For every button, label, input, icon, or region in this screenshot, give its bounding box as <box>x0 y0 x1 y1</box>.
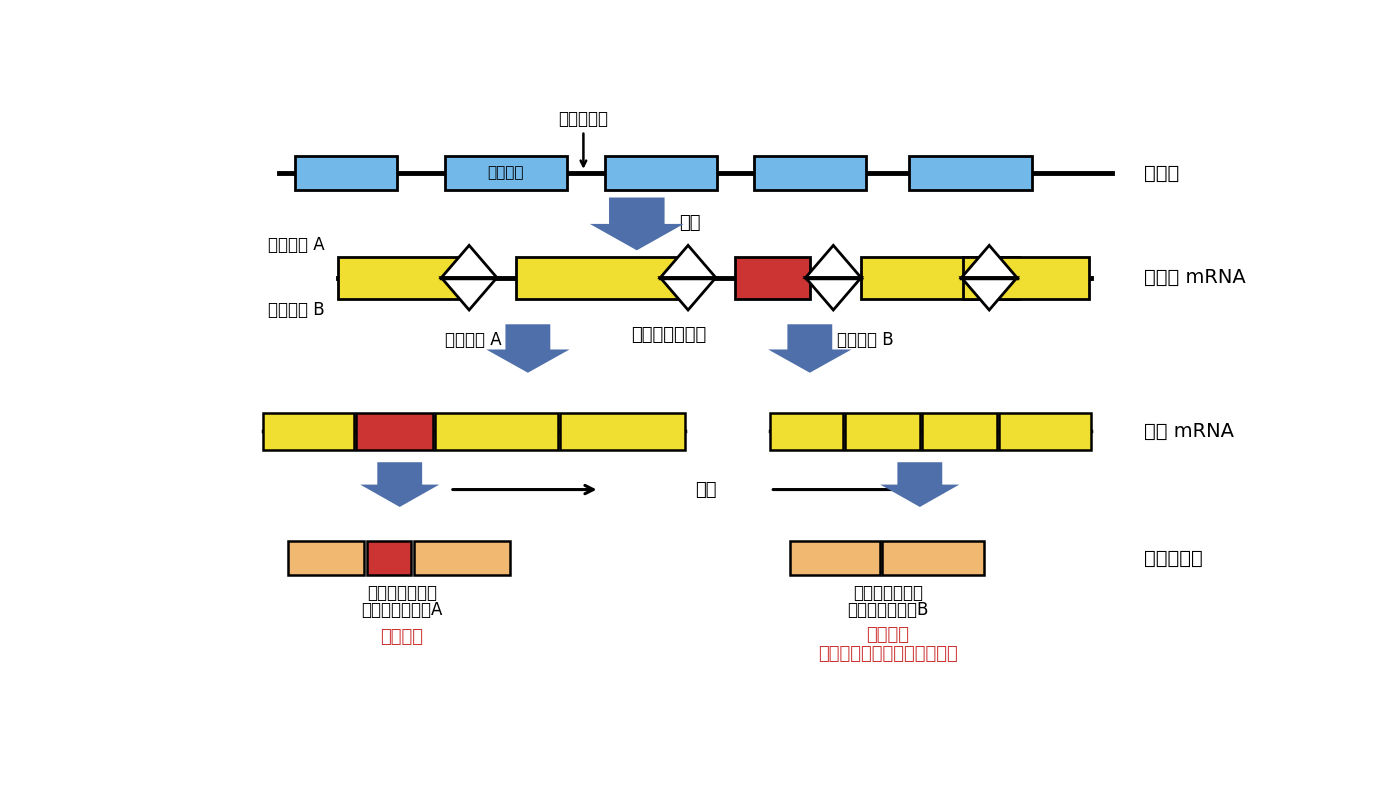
Bar <box>754 156 867 190</box>
Bar <box>922 412 996 449</box>
Bar <box>605 156 717 190</box>
Text: スプライシング: スプライシング <box>853 584 923 602</box>
Text: 機能既知: 機能既知 <box>380 628 423 646</box>
Polygon shape <box>360 462 440 507</box>
Text: 遺伝子: 遺伝子 <box>1144 164 1180 182</box>
Bar <box>338 257 464 299</box>
Bar <box>356 412 433 449</box>
Text: パターン B: パターン B <box>269 301 325 320</box>
Bar <box>367 541 412 575</box>
Text: アイソフォームA: アイソフォームA <box>361 601 442 620</box>
Bar <box>999 412 1091 449</box>
Polygon shape <box>962 245 1017 278</box>
Polygon shape <box>660 245 715 278</box>
Bar <box>295 156 397 190</box>
Bar <box>909 156 1032 190</box>
Polygon shape <box>590 198 683 250</box>
Polygon shape <box>806 278 861 310</box>
Bar <box>559 412 685 449</box>
Text: パターン B: パターン B <box>836 331 893 349</box>
Text: 機能未知: 機能未知 <box>867 626 909 644</box>
Bar <box>882 541 984 575</box>
Text: 転写: 転写 <box>679 214 701 232</box>
Bar <box>445 156 568 190</box>
Bar <box>770 412 843 449</box>
Bar <box>517 257 682 299</box>
Text: パターン A: パターン A <box>269 236 325 254</box>
Bar <box>861 257 1020 299</box>
Polygon shape <box>962 278 1017 310</box>
Bar <box>790 541 881 575</box>
Text: イントロン: イントロン <box>558 111 609 128</box>
Bar <box>845 412 921 449</box>
Text: アイソフォームB: アイソフォームB <box>847 601 929 620</box>
Bar <box>288 541 364 575</box>
Text: （スプライシングの失敗？）: （スプライシングの失敗？） <box>819 645 958 663</box>
Polygon shape <box>660 278 715 310</box>
Bar <box>435 412 558 449</box>
Text: 成熟 mRNA: 成熟 mRNA <box>1144 421 1235 441</box>
Text: タンパク質: タンパク質 <box>1144 549 1203 567</box>
Polygon shape <box>768 324 852 373</box>
Text: パターン A: パターン A <box>445 331 502 349</box>
Text: 翻訳: 翻訳 <box>696 480 717 499</box>
Text: エクソン: エクソン <box>488 165 524 181</box>
Polygon shape <box>441 245 497 278</box>
Polygon shape <box>486 324 569 373</box>
Text: スプライシング: スプライシング <box>631 327 707 345</box>
Bar <box>734 257 810 299</box>
Text: 未成熟 mRNA: 未成熟 mRNA <box>1144 268 1246 287</box>
Bar <box>413 541 510 575</box>
Text: スプライシング: スプライシング <box>367 584 437 602</box>
Bar <box>962 257 1089 299</box>
Polygon shape <box>806 245 861 278</box>
Polygon shape <box>881 462 959 507</box>
Bar <box>263 412 354 449</box>
Polygon shape <box>441 278 497 310</box>
